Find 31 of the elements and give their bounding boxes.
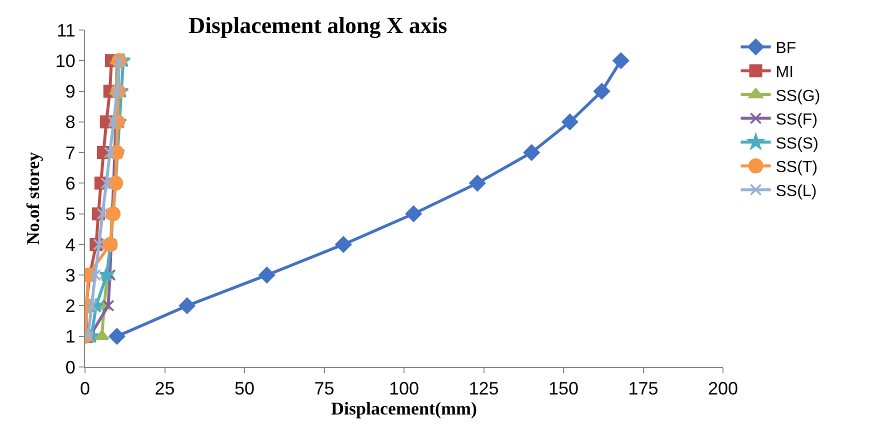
y-tick-label: 8 xyxy=(65,112,76,132)
x-tick-label: 0 xyxy=(80,378,90,399)
y-axis-title: No.of storey xyxy=(23,152,43,245)
y-tick-label: 10 xyxy=(55,50,76,71)
y-tick-label: 2 xyxy=(65,296,76,316)
y-tick-label: 7 xyxy=(65,142,76,163)
legend-label: BF xyxy=(776,40,796,58)
legend-label: SS(F) xyxy=(776,112,818,129)
chart-title: Displacement along X axis xyxy=(188,13,448,40)
x-tick-label: 200 xyxy=(708,378,738,399)
x-tick-label: 75 xyxy=(314,378,334,399)
y-tick-label: 3 xyxy=(65,265,76,286)
y-tick-label: 1 xyxy=(65,326,76,347)
y-tick-label: 6 xyxy=(65,173,76,194)
x-tick-label: 25 xyxy=(154,378,175,399)
x-tick-label: 125 xyxy=(468,378,499,399)
x-axis-title: Displacement(mm) xyxy=(331,398,477,419)
legend-label: SS(S) xyxy=(776,135,818,152)
y-tick-label: 0 xyxy=(65,357,76,378)
y-tick-label: 4 xyxy=(65,234,76,255)
x-tick-label: 100 xyxy=(388,378,420,399)
legend-label: MI xyxy=(776,64,794,81)
y-tick-label: 9 xyxy=(65,82,76,102)
y-tick-label: 11 xyxy=(56,20,76,40)
x-tick-label: 175 xyxy=(628,378,658,399)
legend-label: SS(L) xyxy=(776,182,817,200)
x-tick-label: 150 xyxy=(548,378,579,399)
y-tick-label: 5 xyxy=(65,204,76,224)
x-tick-label: 50 xyxy=(234,378,255,399)
legend-label: SS(G) xyxy=(776,88,820,105)
legend-label: SS(T) xyxy=(776,159,818,176)
